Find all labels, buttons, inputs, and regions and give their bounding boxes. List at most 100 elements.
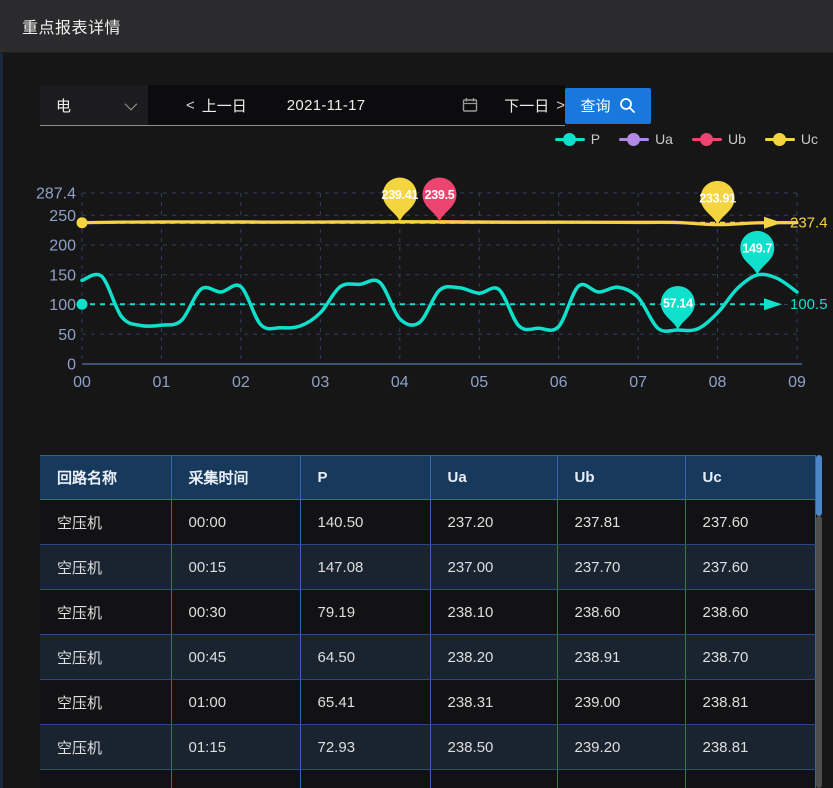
table-cell — [40, 769, 172, 788]
table-cell: 空压机 — [40, 544, 172, 590]
column-header: P — [300, 455, 431, 500]
y-axis-tick-label: 150 — [49, 267, 76, 284]
table-cell: 238.81 — [685, 724, 816, 770]
date-navigator: < 上一日 2021-11-17 下一日 > — [148, 85, 565, 126]
table-row: 空压机 00:30 79.19 238.10 238.60 238.60 — [40, 589, 816, 635]
x-axis-tick-label: 05 — [470, 374, 488, 391]
table-cell: 00:00 — [171, 499, 301, 545]
chart-legend: P Ua Ub Uc — [554, 131, 818, 147]
table-cell: 238.10 — [430, 589, 558, 635]
table-scrollbar — [816, 455, 822, 788]
legend-item-uc[interactable]: Uc — [764, 131, 818, 147]
table-cell: 237.81 — [557, 499, 686, 545]
table-cell: 空压机 — [40, 499, 172, 545]
pin-icon — [422, 177, 457, 222]
prev-day-label: 上一日 — [201, 97, 247, 115]
table-cell: 237.20 — [430, 499, 558, 545]
legend-marker-icon — [691, 132, 722, 146]
legend-marker-icon — [764, 132, 795, 146]
markpoint-value-label: 57.14 — [663, 297, 693, 311]
table-cell: 238.70 — [685, 634, 816, 680]
pin-icon — [382, 177, 417, 222]
table-cell: 237.60 — [685, 499, 816, 545]
legend-item-ua[interactable]: Ua — [619, 131, 673, 147]
y-axis-tick-label: 287.4 — [36, 186, 76, 203]
markpoint-pin: 239.5 — [422, 177, 457, 222]
chevron-left-icon: < — [186, 96, 195, 114]
table-cell: 238.60 — [685, 589, 816, 635]
next-day-button[interactable]: 下一日 > — [504, 95, 565, 116]
x-axis-tick-label: 08 — [709, 374, 727, 391]
markpoint-value-label: 233.91 — [699, 191, 736, 205]
pin-icon — [700, 180, 735, 225]
markpoint-pin: 233.91 — [699, 180, 736, 225]
table-cell — [685, 769, 816, 788]
legend-item-p[interactable]: P — [554, 131, 601, 147]
calendar-icon[interactable] — [462, 97, 478, 113]
scrollbar-track[interactable] — [816, 516, 822, 788]
legend-item-ub[interactable]: Ub — [691, 131, 746, 147]
table-cell: 64.50 — [300, 634, 431, 680]
date-input[interactable]: 2021-11-17 — [286, 96, 366, 114]
markpoint-value-label: 239.5 — [425, 188, 455, 202]
table-cell: 01:00 — [171, 679, 301, 725]
query-button[interactable]: 查询 — [565, 87, 651, 124]
column-header: Ub — [557, 455, 686, 500]
x-axis-tick-label: 07 — [629, 374, 647, 391]
table-cell: 239.00 — [557, 679, 686, 725]
markpoint-value-label: 239.41 — [382, 188, 419, 202]
y-axis-tick-label: 200 — [49, 238, 76, 255]
legend-label: Uc — [800, 131, 818, 147]
x-axis-tick-label: 01 — [153, 374, 171, 391]
table-cell: 238.31 — [430, 679, 558, 725]
window-left-edge — [0, 0, 3, 788]
column-header: 回路名称 — [40, 455, 172, 500]
markline-value-label: 237.4 — [790, 215, 828, 232]
table-cell: 空压机 — [40, 589, 172, 635]
markline-value-label: 100.5 — [790, 296, 828, 313]
y-axis-tick-label: 250 — [49, 208, 76, 225]
column-header: 采集时间 — [171, 455, 301, 500]
table-cell — [557, 769, 686, 788]
y-axis-tick-label: 0 — [67, 357, 76, 374]
legend-label: Ub — [727, 131, 746, 147]
pin-icon — [660, 286, 695, 331]
type-select[interactable]: 电 — [40, 85, 148, 126]
markpoint-pin: 57.14 — [660, 286, 695, 331]
table-cell: 237.00 — [430, 544, 558, 590]
chevron-right-icon: > — [556, 96, 565, 114]
x-axis-tick-label: 00 — [73, 374, 91, 391]
table-cell: 238.60 — [557, 589, 686, 635]
table-cell: 01:15 — [171, 724, 301, 770]
report-table: 回路名称 采集时间 P Ua Ub Uc 空压机 00:00 140.50 237.20 237.… — [40, 455, 823, 788]
prev-day-button[interactable]: < 上一日 — [186, 95, 247, 116]
legend-label: P — [590, 131, 601, 147]
table-row — [40, 769, 816, 788]
table-cell — [171, 769, 301, 788]
legend-marker-icon — [554, 132, 585, 146]
markline-arrow — [764, 298, 782, 311]
line-chart: 0 50 100 150 200 250 287.4 00 01 02 03 04 05 06 07 08 09… — [36, 177, 828, 391]
table-cell: 空压机 — [40, 634, 172, 680]
table-header-row: 回路名称 采集时间 P Ua Ub Uc — [40, 455, 816, 500]
table-cell: 72.93 — [300, 724, 431, 770]
chevron-down-icon — [124, 97, 138, 110]
table-cell: 140.50 — [300, 499, 431, 545]
query-button-label: 查询 — [580, 98, 611, 115]
markpoint-pin: 149.7 — [740, 230, 775, 275]
table-cell: 空压机 — [40, 724, 172, 770]
series-line-p — [80, 272, 799, 333]
table-cell: 空压机 — [40, 679, 172, 725]
scrollbar-thumb[interactable] — [816, 455, 822, 516]
table-cell: 237.70 — [557, 544, 686, 590]
table-cell: 238.91 — [557, 634, 686, 680]
legend-marker-icon — [619, 132, 650, 146]
series-line-uc — [80, 220, 799, 227]
markpoint-value-label: 149.7 — [742, 241, 772, 255]
table-cell: 00:45 — [171, 634, 301, 680]
table-cell — [430, 769, 558, 788]
table-cell: 00:15 — [171, 544, 301, 590]
legend-label: Ua — [655, 131, 673, 147]
column-header: Ua — [430, 455, 558, 500]
